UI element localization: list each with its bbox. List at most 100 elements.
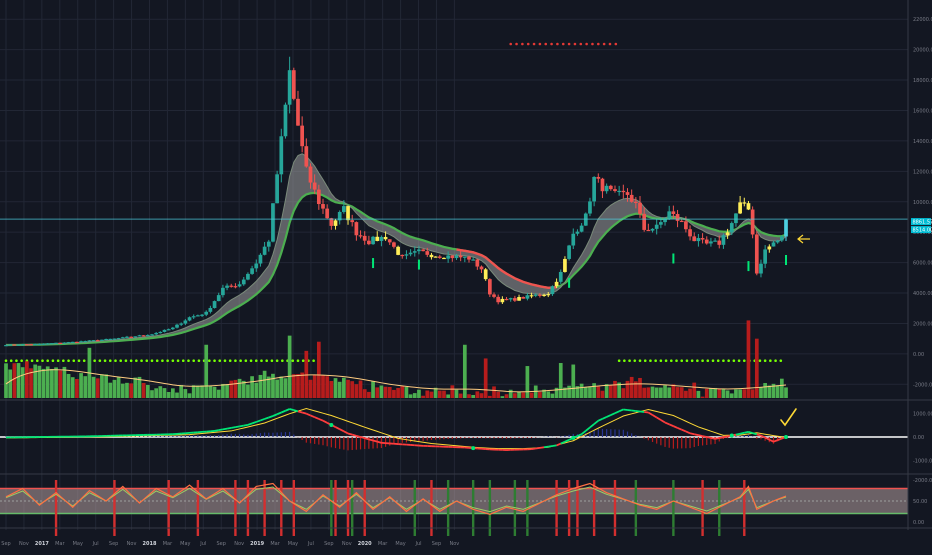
candle-body bbox=[355, 222, 359, 235]
volume-bar bbox=[321, 375, 325, 398]
green-dot-marker bbox=[297, 359, 300, 362]
candle-body bbox=[304, 146, 308, 166]
price-tick-label: 12000.00 bbox=[913, 169, 932, 175]
time-tick-label: Jul bbox=[307, 541, 314, 547]
macd-histogram-bar bbox=[201, 435, 202, 437]
candle-body bbox=[763, 249, 767, 263]
volume-bar bbox=[713, 388, 717, 398]
volume-bar bbox=[755, 339, 759, 398]
volume-bar bbox=[117, 377, 121, 398]
volume-bar bbox=[747, 320, 751, 398]
candle bbox=[567, 245, 571, 261]
candle-body bbox=[717, 241, 721, 245]
volume-bar bbox=[259, 375, 263, 398]
green-dot-marker bbox=[109, 359, 112, 362]
macd-histogram-bar bbox=[610, 429, 611, 437]
green-dot-marker bbox=[41, 359, 44, 362]
macd-line-segment bbox=[736, 434, 740, 435]
candle-body bbox=[238, 284, 242, 286]
current-price-label: 8861.57 bbox=[913, 219, 932, 225]
volume-bar bbox=[705, 389, 709, 398]
candle-body bbox=[767, 246, 771, 249]
volume-bar bbox=[142, 383, 146, 398]
candle bbox=[17, 345, 21, 346]
volume-bar bbox=[501, 396, 505, 398]
volume-bar bbox=[559, 363, 563, 398]
time-tick-label: Mar bbox=[378, 541, 388, 547]
volume-bar bbox=[300, 373, 304, 398]
candle-body bbox=[125, 337, 129, 338]
candle-body bbox=[434, 256, 438, 257]
macd-histogram-bar bbox=[372, 437, 373, 449]
green-buy-tick bbox=[747, 261, 749, 271]
macd-histogram-bar bbox=[702, 437, 703, 445]
volume-bar bbox=[329, 381, 333, 398]
volume-bar bbox=[484, 358, 488, 398]
macd-histogram-bar bbox=[569, 435, 570, 437]
candle-body bbox=[734, 213, 738, 223]
macd-histogram-bar bbox=[206, 435, 207, 437]
macd-line-segment bbox=[223, 429, 227, 430]
macd-histogram-bar bbox=[614, 429, 615, 437]
candle-body bbox=[359, 235, 363, 236]
red-dot-marker bbox=[550, 43, 553, 46]
candle-body bbox=[450, 255, 454, 258]
green-dot-marker bbox=[161, 359, 164, 362]
candle-body bbox=[667, 211, 671, 218]
macd-histogram-bar bbox=[339, 437, 340, 449]
candle bbox=[396, 246, 400, 256]
candle bbox=[275, 171, 279, 204]
green-dot-marker bbox=[83, 359, 86, 362]
volume-bar bbox=[413, 393, 417, 398]
volume-bar bbox=[763, 383, 767, 398]
volume-bar bbox=[209, 386, 213, 398]
candle-body bbox=[659, 222, 663, 225]
green-dot-marker bbox=[633, 359, 636, 362]
candle-body bbox=[229, 286, 233, 287]
green-dot-marker bbox=[198, 359, 201, 362]
volume-bar bbox=[188, 393, 192, 398]
macd-histogram-bar bbox=[744, 435, 745, 437]
macd-histogram-bar bbox=[677, 437, 678, 449]
volume-bar bbox=[384, 387, 388, 398]
macd-histogram-bar bbox=[652, 437, 653, 442]
volume-bar bbox=[196, 385, 200, 398]
candle-body bbox=[621, 191, 625, 192]
candle bbox=[271, 203, 275, 242]
green-dot-marker bbox=[245, 359, 248, 362]
volume-bar bbox=[492, 386, 496, 398]
green-dot-marker bbox=[172, 359, 175, 362]
macd-line-segment bbox=[715, 438, 719, 439]
volume-bar bbox=[726, 390, 730, 398]
green-dot-marker bbox=[36, 359, 39, 362]
candle-body bbox=[534, 295, 538, 296]
candle-body bbox=[400, 255, 404, 256]
candle-body bbox=[551, 286, 555, 294]
green-dot-marker bbox=[52, 359, 55, 362]
time-tick-label: Jul bbox=[415, 541, 422, 547]
volume-bar bbox=[421, 396, 425, 398]
candle-body bbox=[784, 220, 788, 237]
candle-body bbox=[196, 315, 200, 316]
macd-histogram-bar bbox=[498, 437, 499, 438]
macd-histogram-bar bbox=[773, 437, 774, 444]
candle-body bbox=[647, 230, 651, 231]
green-dot-marker bbox=[696, 359, 699, 362]
green-dot-marker bbox=[78, 359, 81, 362]
macd-histogram-bar bbox=[327, 437, 328, 446]
time-tick-label: 2019 bbox=[250, 541, 264, 547]
volume-bar bbox=[450, 385, 454, 398]
macd-histogram-bar bbox=[310, 437, 311, 443]
volume-bar bbox=[229, 381, 233, 398]
macd-histogram-bar bbox=[644, 437, 645, 439]
candle-body bbox=[413, 251, 417, 253]
volume-bar bbox=[317, 342, 321, 398]
candle-body bbox=[538, 295, 542, 296]
volume-bar bbox=[79, 373, 83, 398]
macd-line-segment bbox=[294, 410, 298, 411]
macd-line-segment bbox=[753, 433, 757, 434]
candle-body bbox=[246, 274, 250, 280]
volume-bar bbox=[388, 387, 392, 398]
